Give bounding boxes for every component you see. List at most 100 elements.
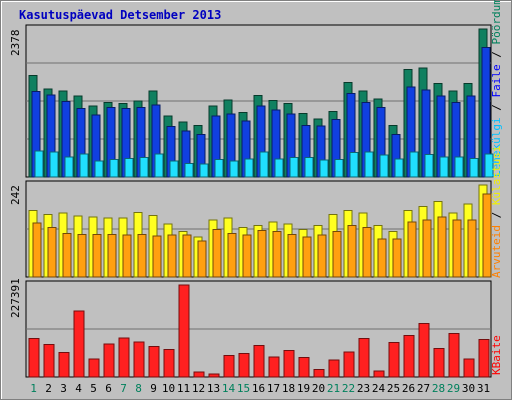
bar-lehekülgi-day-10 xyxy=(169,160,179,178)
bar-arvuteid-day-22 xyxy=(347,225,357,278)
x-tick-label: 29 xyxy=(447,382,460,395)
bar-arvuteid-day-25 xyxy=(392,238,402,278)
bar-kbaite-day-1 xyxy=(28,338,40,378)
bar-kbaite-day-17 xyxy=(268,356,280,378)
bar-lehekülgi-day-25 xyxy=(394,158,404,178)
bar-arvuteid-day-29 xyxy=(452,219,462,278)
bar-lehekülgi-day-29 xyxy=(454,156,464,178)
bar-lehekülgi-day-19 xyxy=(304,157,314,178)
legend-mid: Arvuteid / Külastusi xyxy=(490,146,503,278)
bar-kbaite-day-5 xyxy=(88,358,100,378)
bar-arvuteid-day-27 xyxy=(422,219,432,278)
bar-kbaite-day-15 xyxy=(238,353,250,378)
bar-arvuteid-day-8 xyxy=(137,233,147,278)
x-tick-label: 10 xyxy=(162,382,175,395)
bar-kbaite-day-21 xyxy=(328,359,340,378)
bar-kbaite-day-3 xyxy=(58,352,70,378)
bar-kbaite-day-25 xyxy=(388,342,400,378)
bar-kbaite-day-29 xyxy=(448,333,460,378)
x-tick-label: 7 xyxy=(120,382,127,395)
bar-arvuteid-day-26 xyxy=(407,221,417,278)
bar-kbaite-day-18 xyxy=(283,350,295,378)
bar-lehekülgi-day-6 xyxy=(109,159,119,178)
bar-kbaite-day-24 xyxy=(373,370,385,378)
x-tick-label: 9 xyxy=(150,382,157,395)
x-tick-label: 14 xyxy=(222,382,236,395)
x-tick-label: 15 xyxy=(237,382,250,395)
x-tick-label: 23 xyxy=(357,382,370,395)
bar-lehekülgi-day-21 xyxy=(334,159,344,178)
bar-kbaite-day-6 xyxy=(103,343,115,378)
bar-lehekülgi-day-7 xyxy=(124,157,134,178)
bar-lehekülgi-day-23 xyxy=(364,151,374,178)
bar-lehekülgi-day-16 xyxy=(259,151,269,178)
x-tick-label: 31 xyxy=(477,382,490,395)
bar-lehekülgi-day-3 xyxy=(64,156,74,178)
x-tick-label: 30 xyxy=(462,382,475,395)
bar-lehekülgi-day-28 xyxy=(439,156,449,178)
x-tick-label: 6 xyxy=(105,382,112,395)
x-tick-label: 27 xyxy=(417,382,430,395)
x-tick-label: 22 xyxy=(342,382,355,395)
x-tick-label: 8 xyxy=(135,382,142,395)
bar-kbaite-day-31 xyxy=(478,338,490,378)
bar-arvuteid-day-9 xyxy=(152,235,162,278)
bar-arvuteid-day-6 xyxy=(107,233,117,278)
bar-lehekülgi-day-14 xyxy=(229,160,239,178)
bar-kbaite-day-26 xyxy=(403,335,415,378)
bar-arvuteid-day-15 xyxy=(242,234,252,278)
bar-arvuteid-day-12 xyxy=(197,240,207,278)
bar-arvuteid-day-5 xyxy=(92,233,102,278)
bar-lehekülgi-day-9 xyxy=(154,153,164,178)
bar-kbaite-day-16 xyxy=(253,344,265,378)
bar-kbaite-day-30 xyxy=(463,358,475,378)
ymax-label-mid: 242 xyxy=(9,185,22,205)
x-tick-label: 2 xyxy=(45,382,52,395)
bar-lehekülgi-day-11 xyxy=(184,162,194,178)
x-tick-label: 25 xyxy=(387,382,400,395)
legend-top: Lehekülgi / Faile / Pöördumisi xyxy=(490,0,503,177)
bar-arvuteid-day-16 xyxy=(257,230,267,278)
bar-lehekülgi-day-31 xyxy=(484,153,494,178)
x-axis-labels: 1 2 3 4 5 6 7 8 9 10 11 12 13 14 15 16 17 18 19 20 21 22 23 24 2… xyxy=(30,382,490,395)
legend-sep: / xyxy=(490,98,503,118)
bar-lehekülgi-day-8 xyxy=(139,157,149,178)
bar-kbaite-day-14 xyxy=(223,355,235,378)
bar-lehekülgi-day-13 xyxy=(214,159,224,178)
bar-kbaite-day-22 xyxy=(343,351,355,378)
bar-kbaite-day-2 xyxy=(43,344,55,378)
bar-arvuteid-day-11 xyxy=(182,234,192,278)
bar-lehekülgi-day-24 xyxy=(379,154,389,178)
chart-title: Kasutuspäevad Detsember 2013 xyxy=(19,8,221,22)
x-tick-label: 20 xyxy=(312,382,325,395)
bar-kbaite-day-10 xyxy=(163,348,175,378)
bar-lehekülgi-day-17 xyxy=(274,158,284,178)
bar-lehekülgi-day-2 xyxy=(49,151,59,178)
x-tick-label: 16 xyxy=(252,382,265,395)
bar-lehekülgi-day-26 xyxy=(409,151,419,178)
legend-sep: / xyxy=(490,45,503,65)
bar-arvuteid-day-10 xyxy=(167,234,177,278)
bar-kbaite-day-4 xyxy=(73,310,85,378)
bar-lehekülgi-day-20 xyxy=(319,159,329,178)
bar-arvuteid-day-3 xyxy=(62,232,72,278)
bar-kbaite-day-12 xyxy=(193,371,205,378)
bar-kbaite-day-8 xyxy=(133,341,145,378)
bar-lehekülgi-day-22 xyxy=(349,152,359,178)
x-tick-label: 18 xyxy=(282,382,295,395)
x-tick-label: 28 xyxy=(432,382,445,395)
legend-visits: Külastusi xyxy=(490,146,503,206)
bar-kbaite-day-27 xyxy=(418,323,430,378)
bar-lehekülgi-day-18 xyxy=(289,157,299,178)
ymax-label-bot: 227391 xyxy=(9,278,22,318)
bar-arvuteid-day-28 xyxy=(437,216,447,278)
panel-visits-sites xyxy=(25,180,492,278)
ymax-label-top: 2378 xyxy=(9,30,22,57)
bar-arvuteid-day-13 xyxy=(212,228,222,278)
bar-arvuteid-day-31 xyxy=(482,193,492,278)
x-tick-label: 13 xyxy=(207,382,220,395)
bar-lehekülgi-day-27 xyxy=(424,154,434,178)
x-tick-label: 21 xyxy=(327,382,340,395)
bar-kbaite-day-11 xyxy=(178,284,190,378)
